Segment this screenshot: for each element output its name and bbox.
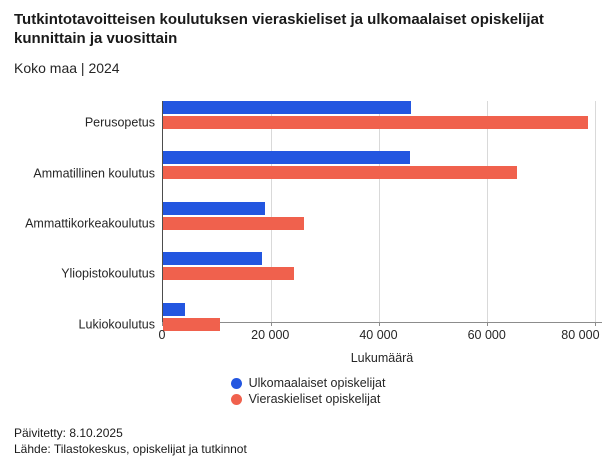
axis-tick <box>162 322 163 327</box>
x-axis-tick-label: 20 000 <box>251 328 290 343</box>
bar-ulkomaalaiset[interactable] <box>163 252 262 266</box>
bar-vieraskieliset[interactable] <box>163 267 294 281</box>
x-axis-title: Lukumäärä <box>350 351 414 366</box>
category-row: Ammattikorkeakoulutus <box>25 201 602 246</box>
gridline <box>486 101 488 323</box>
x-axis-tick-label: 0 <box>158 328 166 343</box>
chart-subtitle: Koko maa | 2024 <box>14 60 120 77</box>
bar-ulkomaalaiset[interactable] <box>163 101 411 115</box>
footer: Päivitetty: 8.10.2025 Lähde: Tilastokesk… <box>14 425 602 457</box>
bar-vieraskieliset[interactable] <box>163 317 221 331</box>
plot-area: Perusopetus Ammatillinen koulutus Ammattik… <box>25 101 602 331</box>
axis-tick <box>270 322 272 327</box>
x-axis-tick-label: 40 000 <box>359 328 398 343</box>
category-row: Perusopetus <box>85 101 602 145</box>
legend-item[interactable]: Ulkomaalaiset opiskelijat <box>230 376 386 391</box>
axis-tick <box>378 322 380 327</box>
gridline <box>594 101 596 323</box>
category-label: Yliopistokoulutus <box>61 266 155 281</box>
x-axis-tick-label: 80 000 <box>561 328 600 343</box>
chart-area: Perusopetus Ammatillinen koulutus Ammattik… <box>25 101 602 366</box>
legend-label: Vieraskieliset opiskelijat <box>248 392 381 407</box>
footer-source: Lähde: Tilastokeskus, opiskelijat ja tut… <box>14 441 247 456</box>
gridline <box>270 101 272 323</box>
axis-tick <box>486 322 488 327</box>
bar-vieraskieliset[interactable] <box>163 116 588 130</box>
chart-card: Tutkintotavoitteisen koulutuksen vierask… <box>14 11 602 457</box>
legend-dot-icon <box>230 377 242 389</box>
category-label: Perusopetus <box>84 115 155 130</box>
legend-label: Ulkomaalaiset opiskelijat <box>248 376 386 391</box>
category-label: Lukiokoulutus <box>78 317 155 332</box>
category-label: Ammatillinen koulutus <box>33 166 155 181</box>
bar-vieraskieliset[interactable] <box>163 216 305 230</box>
chart-title: Tutkintotavoitteisen koulutuksen vierask… <box>14 11 544 48</box>
category-row: Lukiokoulutus <box>79 302 602 347</box>
legend: Ulkomaalaiset opiskelijat Vieraskieliset … <box>14 374 602 410</box>
bar-ulkomaalaiset[interactable] <box>163 201 265 215</box>
x-axis-tick-label: 60 000 <box>467 328 506 343</box>
bar-ulkomaalaiset[interactable] <box>163 151 410 165</box>
legend-box: Ulkomaalaiset opiskelijat Vieraskieliset … <box>230 374 386 408</box>
category-row: Yliopistokoulutus <box>61 252 602 296</box>
axis-tick <box>594 322 596 327</box>
gridline <box>378 101 380 323</box>
x-axis-tick-labels: 0 20 000 40 000 60 000 80 000 <box>158 323 602 343</box>
category-label: Ammattikorkeakoulutus <box>25 216 155 231</box>
category-row: Ammatillinen koulutus <box>33 151 602 195</box>
legend-item[interactable]: Vieraskieliset opiskelijat <box>230 392 386 407</box>
bar-vieraskieliset[interactable] <box>163 166 518 180</box>
bar-ulkomaalaiset[interactable] <box>163 302 186 316</box>
legend-dot-icon <box>230 393 242 405</box>
footer-updated: Päivitetty: 8.10.2025 <box>14 425 123 440</box>
